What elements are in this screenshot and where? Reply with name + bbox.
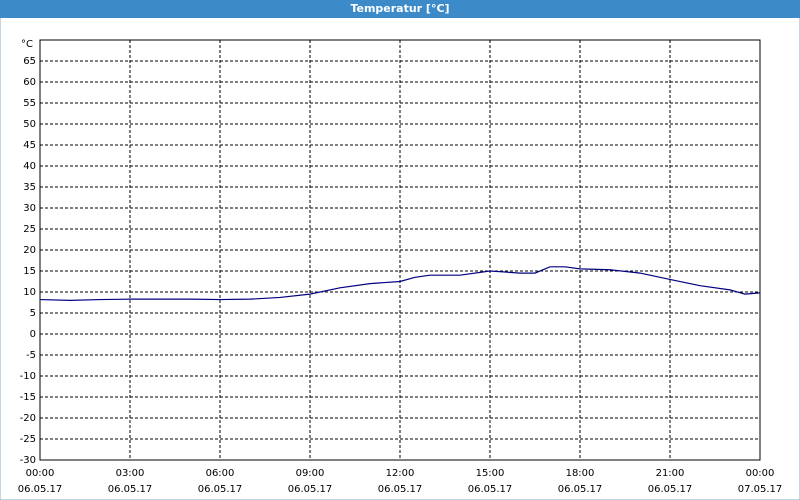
- y-tick-label: 65: [23, 56, 36, 67]
- title-bar: [0, 0, 800, 18]
- y-tick-label: -25: [20, 434, 36, 445]
- y-tick-label: -30: [20, 455, 36, 466]
- data-line: [39, 266, 761, 302]
- x-tick-label: 00:00: [26, 468, 55, 479]
- x-tick-date: 06.05.17: [108, 484, 153, 495]
- y-tick-label: 10: [23, 287, 36, 298]
- x-tick-label: 09:00: [296, 468, 325, 479]
- x-tick-date: 07.05.17: [738, 484, 783, 495]
- y-tick-label: 45: [23, 140, 36, 151]
- y-tick-label: 40: [23, 161, 36, 172]
- x-tick-date: 06.05.17: [558, 484, 603, 495]
- x-tick-label: 12:00: [386, 468, 415, 479]
- x-tick-label: 00:00: [746, 468, 775, 479]
- y-tick-label: 25: [23, 224, 36, 235]
- x-tick-label: 06:00: [206, 468, 235, 479]
- x-tick-date: 06.05.17: [198, 484, 243, 495]
- y-tick-label: 0: [30, 329, 36, 340]
- x-tick-label: 03:00: [116, 468, 145, 479]
- y-tick-label: 30: [23, 203, 36, 214]
- y-tick-label: 20: [23, 245, 36, 256]
- x-tick-date: 06.05.17: [18, 484, 63, 495]
- y-tick-label: 50: [23, 119, 36, 130]
- chart-title: Temperatur [°C]: [350, 2, 449, 15]
- y-tick-label: 60: [23, 77, 36, 88]
- y-tick-label: 15: [23, 266, 36, 277]
- y-tick-label: -10: [20, 371, 36, 382]
- y-tick-label: -15: [20, 392, 36, 403]
- y-axis-label: °C: [21, 39, 33, 50]
- x-tick-date: 06.05.17: [378, 484, 423, 495]
- x-tick-date: 06.05.17: [288, 484, 333, 495]
- y-tick-label: -20: [20, 413, 36, 424]
- y-tick-label: 55: [23, 98, 36, 109]
- x-tick-label: 21:00: [656, 468, 685, 479]
- y-tick-label: -5: [26, 350, 36, 361]
- x-tick-label: 15:00: [476, 468, 505, 479]
- x-tick-label: 18:00: [566, 468, 595, 479]
- y-tick-label: 35: [23, 182, 36, 193]
- x-tick-date: 06.05.17: [648, 484, 693, 495]
- y-tick-label: 5: [30, 308, 36, 319]
- x-tick-date: 06.05.17: [468, 484, 513, 495]
